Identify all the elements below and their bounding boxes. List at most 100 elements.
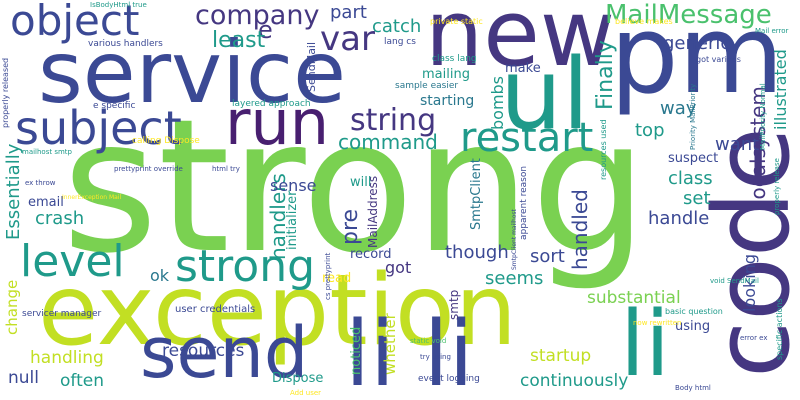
word-read: read (322, 271, 352, 286)
word-will: will (350, 175, 372, 190)
word-sendmail: SendMail (305, 41, 318, 92)
text-got-various: got various (696, 55, 741, 64)
text-innerexception-mail: InnerException Mail (62, 194, 122, 201)
text-ex-throw: ex throw (25, 179, 56, 187)
word-substantial: substantial (587, 288, 681, 308)
word-strong-small: strong (175, 241, 316, 292)
text-layered-approach: layered approach (232, 99, 311, 109)
word-catch: catch (372, 16, 422, 37)
word-ul: ul (500, 38, 590, 152)
word-run: run (225, 86, 330, 159)
word-new: new (425, 0, 616, 87)
text-void-sendmail: void SendMail (710, 277, 759, 285)
word-using: using (675, 319, 711, 334)
word-handled: handled (568, 189, 592, 270)
text-basic-question: basic question (665, 307, 723, 316)
word-whether: whether (381, 313, 399, 375)
word-send: send (140, 312, 309, 394)
word-null: null (8, 368, 39, 388)
word-strong: strong (62, 80, 648, 294)
text-mail-error: Mail error (755, 27, 789, 35)
word-li-li: li li (345, 302, 474, 400)
word-smtp: smtp (447, 289, 461, 320)
word-top: top (635, 120, 665, 141)
word-part: part (330, 2, 367, 23)
word-set: set (683, 188, 711, 209)
text-e-specific: e specific (93, 101, 136, 111)
word-often: often (60, 371, 104, 391)
word-least: least (212, 28, 266, 53)
text-smtpclient-mailhost: SmtpClient mailhost (511, 209, 518, 270)
word-change: change (3, 279, 21, 335)
word-sort: sort (530, 246, 565, 267)
text-lang-cs: lang cs (384, 37, 416, 47)
text-try-using: try using (420, 353, 451, 361)
word-e: e (258, 16, 273, 44)
text-mailhost-smtp: mailhost smtp (22, 148, 72, 156)
text-static-void: static void (410, 337, 447, 345)
word-restart: restart (460, 115, 594, 161)
word-string: string (350, 103, 437, 138)
word-seems: seems (485, 268, 544, 289)
word-sense: sense (270, 176, 317, 195)
text-properly-release: properly release (773, 158, 781, 215)
word-suspect: suspect (668, 151, 719, 166)
word-starting: starting (420, 93, 475, 109)
text-calling-dispose: calling Dispose (132, 136, 200, 146)
word-startup: startup (530, 346, 592, 366)
text-believe-makes: believe makes (615, 17, 673, 26)
text-user-credentials: user credentials (175, 304, 256, 315)
word-command: command (338, 130, 438, 154)
word-illustrated: illustrated (771, 49, 790, 130)
text-various-handlers: various handlers (88, 39, 163, 49)
word-pm: pm (610, 0, 784, 118)
word-resources: resources (162, 341, 245, 361)
word-generic: generic (663, 33, 731, 54)
text-prettyprint-override: prettyprint override (114, 165, 183, 173)
word-essentially: Essentially (3, 143, 24, 240)
word-li: li (620, 292, 671, 397)
word-want: want (715, 134, 760, 155)
text-cs-prettyprint: cs prettyprint (324, 252, 332, 300)
word-noticed: noticed (349, 326, 364, 375)
text-add-user: Add user (290, 389, 322, 397)
text-sample-easier: sample easier (395, 81, 459, 91)
word-initializer: initializer (285, 190, 300, 250)
word-mailing: mailing (422, 67, 470, 82)
text-class-lang: class lang (432, 54, 477, 64)
word-handle: handle (648, 208, 710, 229)
text-apparent-reason: apparent reason (519, 165, 529, 240)
text-isbodyhtml-true: IsBodyHtml true (90, 1, 147, 9)
word-record: record (350, 247, 392, 262)
text-private-static: private static (430, 17, 483, 26)
text-html-try: html try (212, 165, 240, 173)
word-ok: ok (150, 266, 170, 285)
word-though: though (445, 242, 509, 263)
text-servicer-manager: servicer manager (22, 309, 102, 319)
text-priority-mailpriority: Priority MailPriority (689, 83, 697, 150)
word-make: make (505, 61, 541, 76)
text-now-rewritten: now rewritten (633, 319, 682, 327)
word-level: level (20, 236, 125, 287)
word-mailmessage: MailMessage (605, 0, 772, 30)
text-event-logging: event logging (418, 374, 480, 384)
word-dispose: Dispose (272, 371, 324, 386)
word-email: email (28, 195, 64, 210)
text-body-html: Body html (675, 384, 711, 392)
word-way: way (660, 98, 697, 119)
word-subject: subject (15, 101, 182, 155)
word-pre: pre (338, 208, 363, 245)
word-got: got (385, 258, 412, 277)
text-resources-used: resources used (599, 119, 608, 180)
text-error-ex: error ex (740, 334, 768, 342)
word-bombs: bombs (488, 75, 507, 130)
word-class: class (668, 168, 713, 189)
text-properly-released: properly released (1, 57, 10, 128)
word-object: object (10, 0, 140, 45)
word-handling: handling (30, 348, 104, 368)
word-exception: exception (38, 254, 517, 368)
word-smtpclient: SmtpClient (469, 158, 484, 230)
word-company: company (195, 0, 320, 31)
word-crash: crash (35, 208, 85, 229)
